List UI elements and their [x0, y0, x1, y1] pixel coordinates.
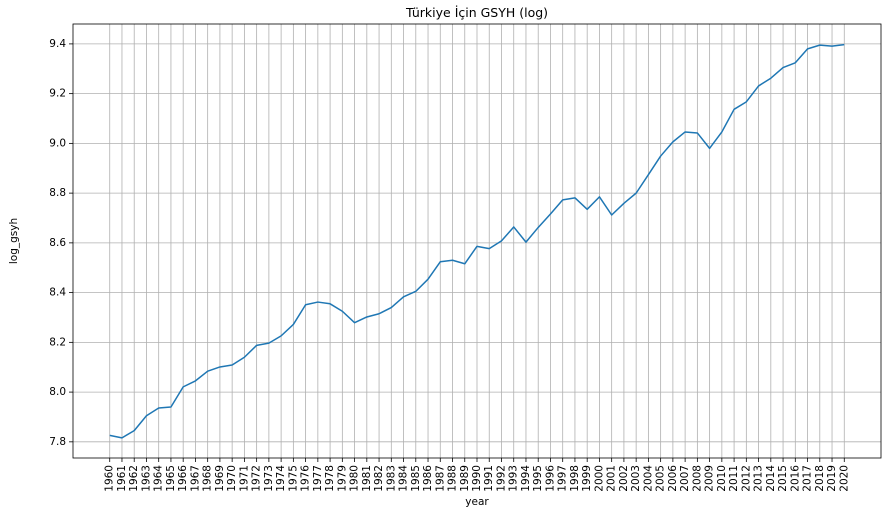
x-tick-label: 1978: [324, 465, 336, 492]
gdp-log-line: [109, 43, 845, 439]
x-tick-label: 1970: [226, 465, 238, 492]
x-tick-label: 1982: [373, 465, 385, 492]
x-tick-label: 1977: [312, 465, 324, 492]
x-tick-label: 1997: [557, 465, 569, 492]
x-tick-label: 1983: [385, 465, 397, 492]
x-tick-label: 2015: [777, 465, 789, 492]
x-tick-label: 2016: [789, 465, 801, 492]
grid-lines: [73, 24, 881, 458]
x-tick-label: 1991: [483, 465, 495, 492]
x-tick-label: 1968: [202, 465, 214, 492]
x-tick-label: 2019: [826, 465, 838, 492]
x-tick-label: 1961: [116, 465, 128, 492]
x-tick-label: 1989: [459, 465, 471, 492]
x-tick-label: 2001: [606, 465, 618, 492]
y-tick-label: 9.4: [49, 38, 66, 50]
x-tick-label: 1964: [153, 465, 165, 492]
x-tick-label: 1986: [422, 465, 434, 492]
chart-title: Türkiye İçin GSYH (log): [405, 5, 548, 20]
x-tick-label: 2011: [728, 465, 740, 492]
y-tick-label: 9.2: [49, 88, 66, 100]
x-tick-label: 2003: [630, 465, 642, 492]
x-tick-label: 1972: [251, 465, 263, 492]
x-tick-label: 2006: [667, 465, 679, 492]
y-tick-label: 7.8: [49, 436, 66, 448]
x-tick-label: 2005: [655, 465, 667, 492]
x-tick-label: 2009: [704, 465, 716, 492]
x-tick-label: 2020: [838, 465, 850, 492]
x-tick-label: 2004: [642, 465, 654, 492]
x-tick-label: 2002: [618, 465, 630, 492]
x-tick-label: 2017: [802, 465, 814, 492]
x-tick-label: 1965: [165, 465, 177, 492]
y-axis-label: log_gsyh: [8, 218, 20, 264]
x-tick-label: 2008: [691, 465, 703, 492]
x-tick-label: 1962: [128, 465, 140, 492]
x-tick-label: 1993: [508, 465, 520, 492]
x-tick-label: 1967: [189, 465, 201, 492]
y-tick-label: 8.0: [49, 386, 66, 398]
x-tick-label: 2010: [716, 465, 728, 492]
x-tick-label: 1960: [104, 465, 116, 492]
axes: 1960 1961 1962 1963 1964 1965 1966 1967 1968 1969…: [49, 23, 882, 492]
x-tick-label: 1971: [238, 465, 250, 492]
x-tick-label: 1990: [471, 465, 483, 492]
x-tick-label: 1987: [434, 465, 446, 492]
x-tick-label: 1998: [569, 465, 581, 492]
x-tick-label: 2007: [679, 465, 691, 492]
x-tick-label: 1985: [410, 465, 422, 492]
plot-frame: [72, 23, 882, 459]
y-tick-label: 8.6: [49, 237, 66, 249]
x-tick-label: 1996: [544, 465, 556, 492]
x-tick-label: 1975: [287, 465, 299, 492]
x-tick-label: 2014: [765, 465, 777, 492]
x-tick-label: 2000: [593, 465, 605, 492]
x-tick-label: 1963: [140, 465, 152, 492]
y-tick-label: 8.2: [49, 336, 66, 348]
y-tick-label: 9.0: [49, 137, 66, 149]
x-tick-label: 1969: [214, 465, 226, 492]
x-tick-label: 1999: [581, 465, 593, 492]
x-axis-label: year: [465, 496, 489, 508]
x-tick-label: 1984: [398, 465, 410, 492]
x-tick-label: 2012: [740, 465, 752, 492]
x-tick-label: 1979: [336, 465, 348, 492]
data-series: [109, 43, 845, 439]
x-tick-label: 1980: [349, 465, 361, 492]
y-tick-label: 8.8: [49, 187, 66, 199]
x-tick-label: 1995: [532, 465, 544, 492]
x-tick-label: 2013: [753, 465, 765, 492]
x-tick-label: 1974: [275, 465, 287, 492]
x-tick-label: 1992: [495, 465, 507, 492]
x-tick-label: 1994: [520, 465, 532, 492]
y-tick-label: 8.4: [49, 287, 66, 299]
x-tick-label: 1981: [361, 465, 373, 492]
x-tick-label: 1976: [300, 465, 312, 492]
x-tick-label: 1966: [177, 465, 189, 492]
x-tick-label: 2018: [814, 465, 826, 492]
x-tick-label: 1988: [447, 465, 459, 492]
x-tick-label: 1973: [263, 465, 275, 492]
